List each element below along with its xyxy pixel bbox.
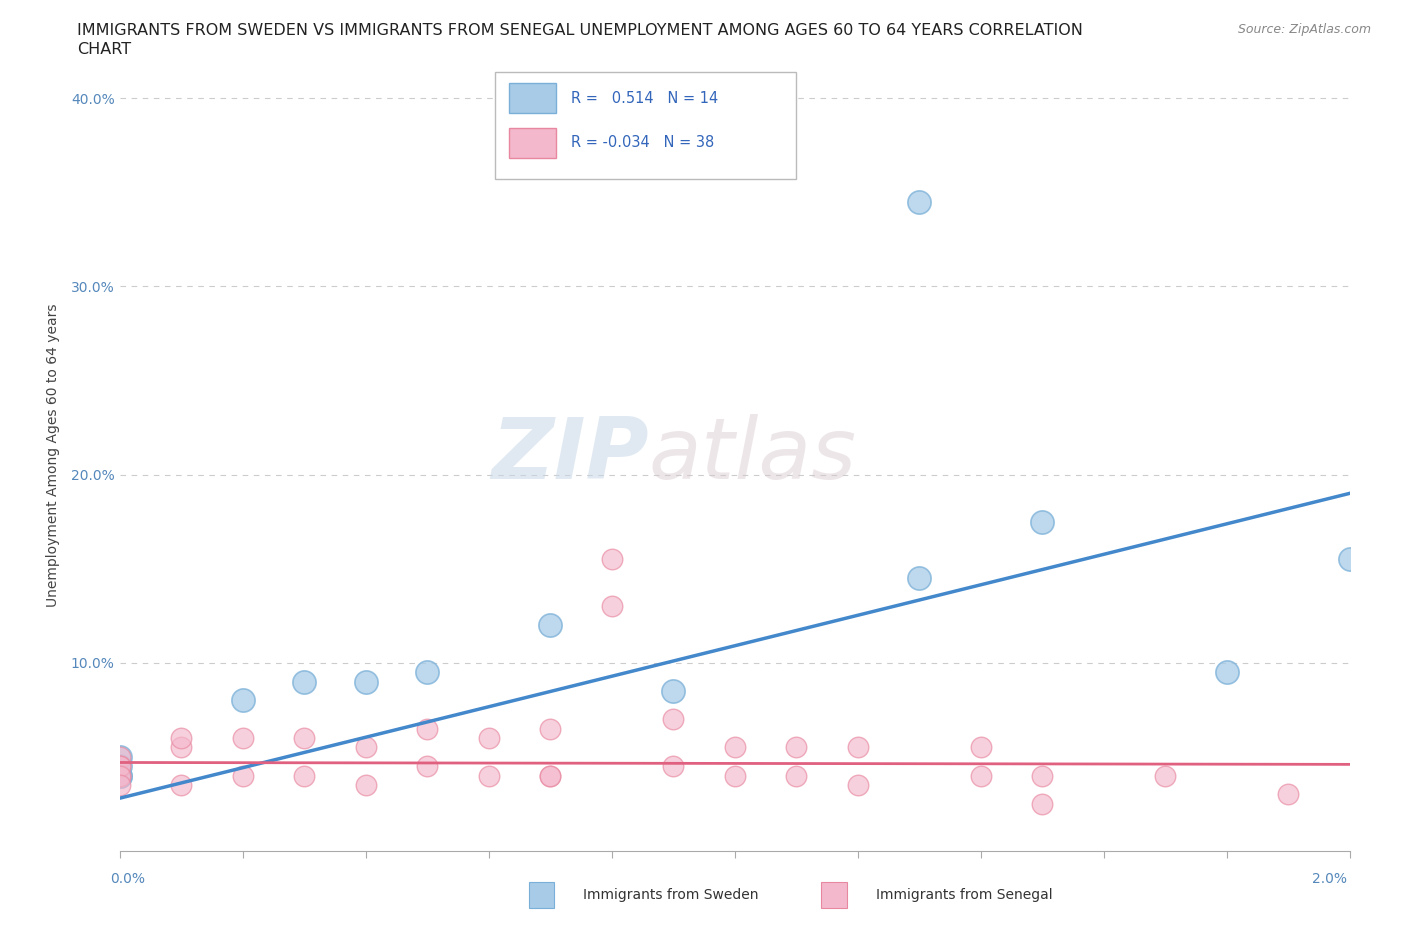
Point (723, 740, 745, 755)
Point (292, 768, 315, 783)
Point (1154, 768, 1177, 783)
Point (108, 777, 131, 792)
Point (970, 768, 993, 783)
Text: Source: ZipAtlas.com: Source: ZipAtlas.com (1237, 23, 1371, 36)
Point (354, 740, 377, 755)
Text: R =   0.514   N = 14: R = 0.514 N = 14 (571, 91, 718, 106)
Text: ZIP: ZIP (491, 414, 648, 498)
Point (354, 777, 377, 792)
Text: Immigrants from Sweden: Immigrants from Sweden (583, 887, 759, 902)
Text: 0.0%: 0.0% (110, 871, 145, 886)
Point (108, 759, 131, 774)
Point (538, 768, 561, 783)
Point (662, 759, 685, 774)
Point (170, 731, 193, 746)
Point (970, 740, 993, 755)
Point (108, 768, 131, 783)
Text: atlas: atlas (648, 414, 856, 498)
Point (108, 759, 131, 774)
Point (231, 693, 254, 708)
Text: Immigrants from Senegal: Immigrants from Senegal (876, 887, 1053, 902)
FancyBboxPatch shape (495, 73, 796, 179)
Point (785, 740, 807, 755)
Point (231, 731, 254, 746)
Point (846, 777, 869, 792)
Point (538, 721, 561, 736)
Point (231, 768, 254, 783)
Point (108, 750, 131, 764)
Point (846, 740, 869, 755)
Point (108, 750, 131, 764)
Text: CHART: CHART (77, 42, 131, 57)
Point (538, 768, 561, 783)
Bar (509, 84, 557, 113)
Point (354, 674, 377, 689)
Point (908, 571, 931, 586)
Point (662, 684, 685, 698)
Text: IMMIGRANTS FROM SWEDEN VS IMMIGRANTS FROM SENEGAL UNEMPLOYMENT AMONG AGES 60 TO : IMMIGRANTS FROM SWEDEN VS IMMIGRANTS FRO… (77, 23, 1083, 38)
Bar (509, 127, 557, 158)
Point (170, 777, 193, 792)
Point (1031, 768, 1053, 783)
Text: R = -0.034   N = 38: R = -0.034 N = 38 (571, 135, 714, 150)
Point (1215, 665, 1237, 680)
Point (108, 768, 131, 783)
Point (600, 551, 623, 566)
Point (723, 768, 745, 783)
Point (416, 721, 439, 736)
Point (477, 731, 501, 746)
Point (477, 768, 501, 783)
Point (538, 618, 561, 632)
Point (908, 194, 931, 209)
Point (292, 674, 315, 689)
Point (170, 740, 193, 755)
Point (1031, 796, 1053, 811)
Point (108, 759, 131, 774)
Text: 2.0%: 2.0% (1312, 871, 1347, 886)
Point (416, 759, 439, 774)
Point (662, 711, 685, 726)
Point (1277, 787, 1299, 802)
Point (785, 768, 807, 783)
Y-axis label: Unemployment Among Ages 60 to 64 years: Unemployment Among Ages 60 to 64 years (45, 304, 59, 607)
Point (108, 768, 131, 783)
Point (1031, 514, 1053, 529)
Point (108, 768, 131, 783)
Point (416, 665, 439, 680)
Point (600, 599, 623, 614)
Point (292, 731, 315, 746)
Point (1339, 551, 1361, 566)
